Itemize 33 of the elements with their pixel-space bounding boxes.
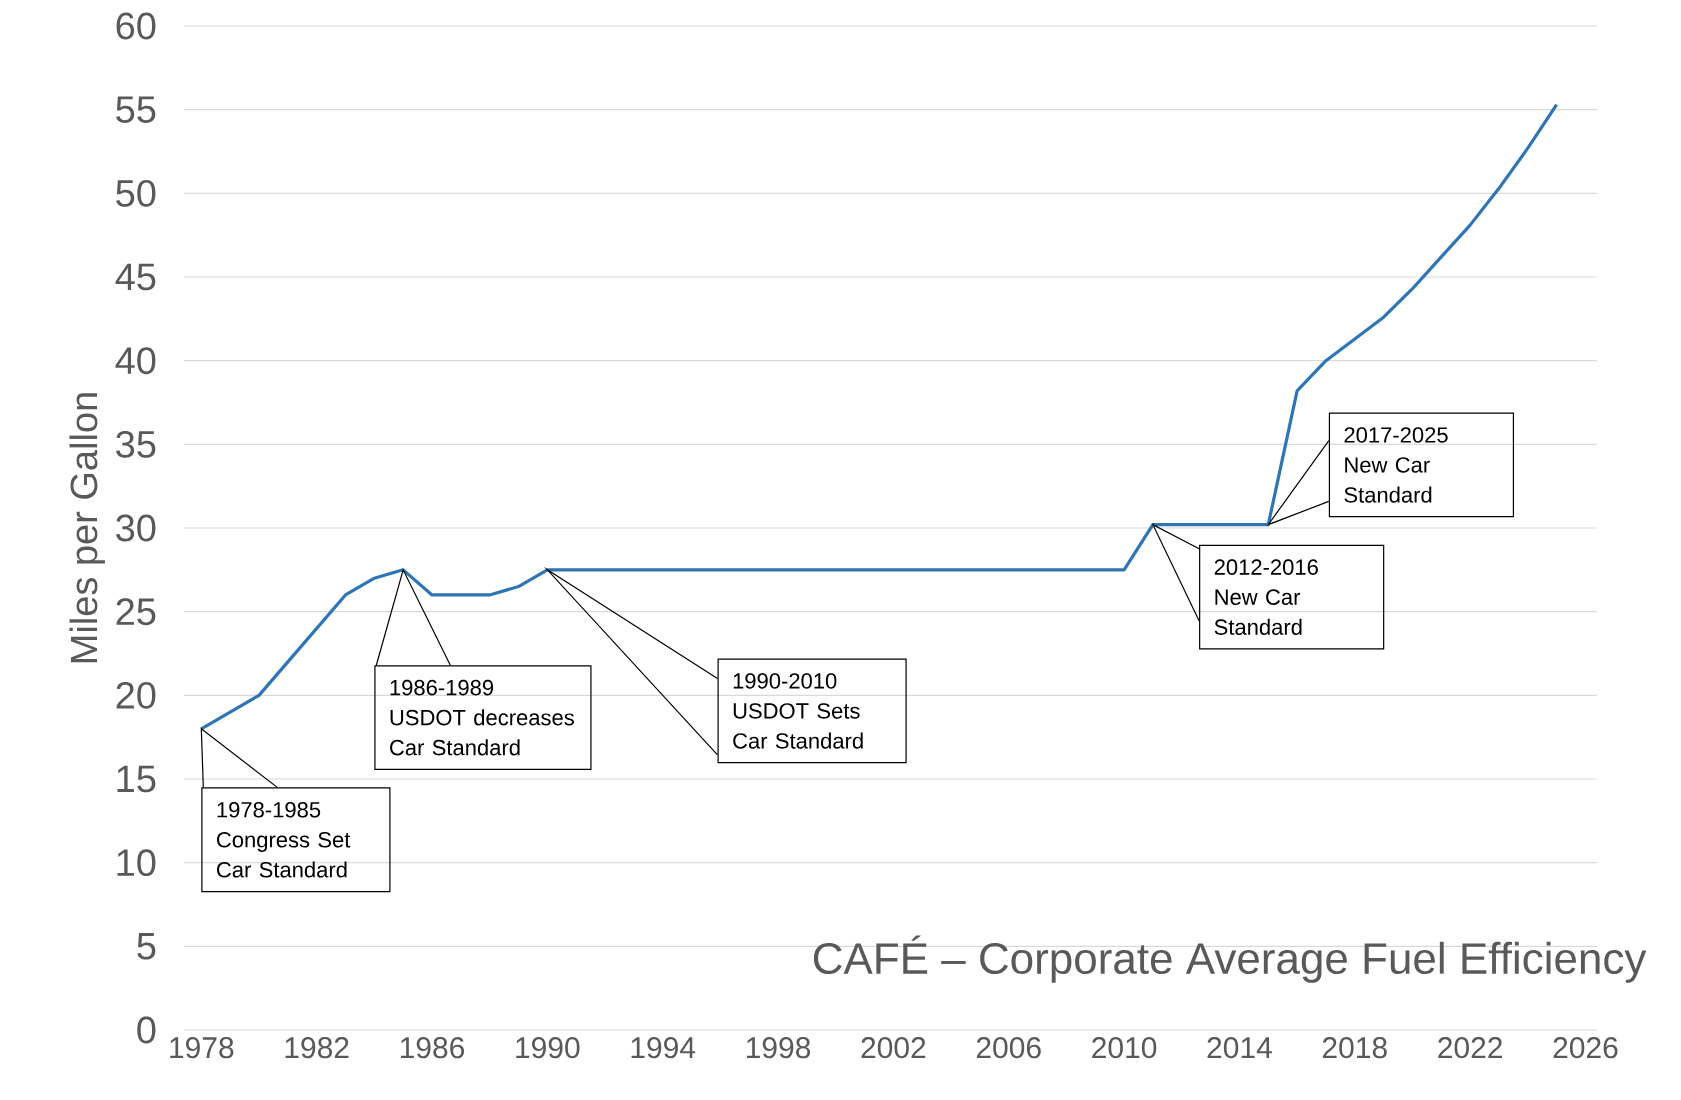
- x-tick-label: 2026: [1553, 1037, 1618, 1059]
- y-tick-label: 15: [117, 765, 156, 793]
- annotation: 2012-2016 New Car Standard: [1214, 559, 1318, 635]
- x-tick-label: 2014: [1207, 1037, 1272, 1059]
- x-tick-label: 1994: [631, 1037, 696, 1059]
- y-tick-label: 40: [115, 347, 156, 375]
- y-tick-label: 25: [116, 598, 156, 626]
- x-tick-label: 2002: [861, 1037, 926, 1059]
- y-tick-label: 20: [116, 681, 156, 709]
- x-tick-label: 1982: [285, 1037, 349, 1059]
- y-tick-label: 50: [116, 179, 156, 207]
- x-tick-label: 2022: [1438, 1037, 1502, 1059]
- y-tick-label: 60: [116, 12, 156, 40]
- x-tick-label: 1986: [400, 1037, 465, 1059]
- y-tick-label: 5: [137, 933, 156, 960]
- x-tick-label: 2006: [976, 1037, 1041, 1059]
- x-tick-label: 2010: [1092, 1037, 1157, 1059]
- annotation: 1986-1989 USDOT decreases Car Standard: [390, 679, 574, 756]
- y-axis-title: Miles per Gallon: [69, 393, 105, 663]
- annotation: 1990-2010 USDOT Sets Car Standard: [733, 673, 863, 749]
- y-tick-label: 30: [116, 514, 156, 542]
- x-tick-label: 1990: [516, 1037, 580, 1059]
- y-tick-label: 0: [137, 1016, 156, 1044]
- x-tick-label: 2018: [1322, 1037, 1387, 1059]
- annotation: 1978-1985 Congress Set Car Standard: [217, 801, 351, 878]
- x-tick-label: 1978: [170, 1037, 234, 1059]
- y-tick-label: 10: [117, 849, 156, 877]
- y-tick-label: 55: [116, 96, 156, 123]
- y-tick-label: 45: [115, 263, 156, 291]
- annotation: CAFÉ – Corporate Average Fuel Efficiency: [813, 935, 1647, 983]
- x-tick-label: 1998: [746, 1037, 811, 1059]
- annotation: 2017-2025 New Car Standard: [1344, 427, 1448, 503]
- y-tick-label: 35: [116, 430, 156, 458]
